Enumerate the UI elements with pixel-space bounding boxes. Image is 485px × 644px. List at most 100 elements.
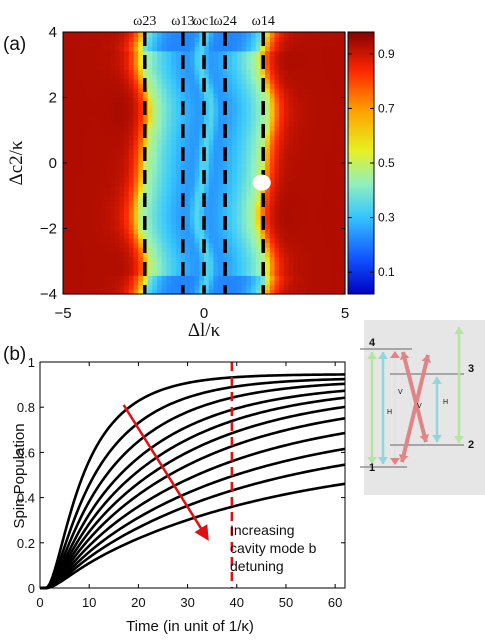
heatmap-cell — [269, 275, 276, 281]
heatmap-cell — [335, 134, 341, 141]
heatmap-cell — [279, 134, 285, 141]
heatmap-cell — [105, 32, 111, 38]
heatmap-cell — [312, 186, 318, 192]
heatmap-cell — [279, 60, 285, 66]
heatmap-cell — [157, 181, 163, 187]
heatmap-cell — [194, 223, 200, 230]
heatmap-cell — [105, 261, 111, 267]
heatmap-cell — [302, 144, 308, 150]
heatmap-cell — [147, 163, 153, 169]
heatmap-cell — [255, 275, 261, 281]
heatmap-cell — [326, 233, 332, 239]
heatmap-cell — [157, 130, 163, 136]
heatmap-cell — [213, 120, 219, 127]
heatmap-cell — [251, 41, 257, 47]
heatmap-cell — [133, 233, 139, 239]
heatmap-cell — [81, 92, 88, 99]
heatmap-cell — [95, 177, 102, 183]
heatmap-cell — [91, 186, 97, 192]
heatmap-cell — [269, 83, 276, 89]
heatmap-cell — [232, 167, 238, 173]
heatmap-cell — [189, 167, 196, 173]
heatmap-cell — [189, 219, 196, 225]
heatmap-cell — [114, 130, 120, 136]
heatmap-cell — [152, 130, 158, 136]
heatmap-cell — [218, 144, 224, 150]
heatmap-cell — [204, 256, 210, 262]
heatmap-cell — [204, 41, 210, 47]
heatmap-cell — [81, 181, 88, 187]
heatmap-cell — [124, 46, 130, 52]
heatmap-cell — [189, 125, 196, 131]
heatmap-cell — [105, 237, 111, 244]
heatmap-cell — [298, 261, 304, 267]
heatmap-cell — [138, 195, 144, 202]
heatmap-cell — [251, 186, 257, 192]
heatmap-cell — [246, 289, 252, 295]
heatmap-cell — [274, 209, 280, 216]
heatmap-cell — [204, 270, 210, 276]
heatmap-cell — [67, 60, 73, 66]
heatmap-cell — [67, 219, 73, 225]
heatmap-cell — [218, 78, 224, 85]
heatmap-cell — [307, 265, 313, 272]
heatmap-cell — [199, 116, 205, 122]
heatmap-cell — [293, 223, 299, 230]
heatmap-cell — [312, 55, 318, 61]
heatmap-cell — [307, 74, 313, 80]
heatmap-cell — [67, 116, 73, 122]
heatmap-cell — [100, 148, 106, 155]
heatmap-cell — [175, 36, 182, 42]
heatmap-cell — [67, 102, 73, 108]
heatmap-cell — [119, 172, 125, 178]
heatmap-cell — [232, 214, 238, 220]
panel-a-label: (a) — [3, 34, 26, 55]
heatmap-cell — [232, 88, 238, 94]
heatmap-cell — [208, 69, 214, 75]
heatmap-cell — [185, 32, 191, 38]
heatmap-cell — [204, 134, 210, 141]
heatmap-cell — [72, 251, 78, 258]
heatmap-cell — [208, 270, 214, 276]
heatmap-cell — [279, 46, 285, 52]
heatmap-cell — [95, 279, 102, 286]
heatmap-cell — [110, 158, 116, 164]
heatmap-cell — [251, 242, 257, 248]
heatmap-cell — [241, 69, 247, 75]
heatmap-cell — [77, 214, 83, 220]
heatmap-cell — [175, 111, 182, 117]
heatmap-cell — [171, 172, 177, 178]
heatmap-cell — [312, 134, 318, 141]
heatmap-ytick-label: −4 — [40, 286, 57, 303]
heatmap-cell — [316, 36, 323, 42]
heatmap-cell — [77, 144, 83, 150]
heatmap-cell — [246, 36, 252, 42]
heatmap-cell — [124, 233, 130, 239]
heatmap-cell — [171, 41, 177, 47]
heatmap-cell — [218, 125, 224, 131]
heatmap-cell — [326, 78, 332, 85]
heatmap-cell — [283, 148, 290, 155]
heatmap-cell — [171, 289, 177, 295]
heatmap-cell — [194, 50, 200, 56]
heatmap-cell — [166, 172, 172, 178]
heatmap-cell — [138, 74, 144, 80]
heatmap-cell — [269, 205, 276, 211]
heatmap-cell — [161, 195, 167, 202]
transition-label-h-right: H — [443, 399, 448, 406]
heatmap-cell — [213, 111, 219, 117]
heatmap-cell — [157, 46, 163, 52]
heatmap-cell — [77, 158, 83, 164]
heatmap-cell — [185, 205, 191, 211]
heatmap-cell — [326, 163, 332, 169]
heatmap-cell — [321, 219, 327, 225]
heatmap-cell — [185, 191, 191, 197]
heatmap-cell — [208, 50, 214, 56]
heatmap-cell — [77, 163, 83, 169]
heatmap-cell — [222, 139, 229, 145]
arrow-cyan-left-head-0 — [378, 457, 388, 464]
heatmap-cell — [208, 148, 214, 155]
heatmap-cell — [232, 106, 238, 113]
heatmap-cell — [95, 158, 102, 164]
